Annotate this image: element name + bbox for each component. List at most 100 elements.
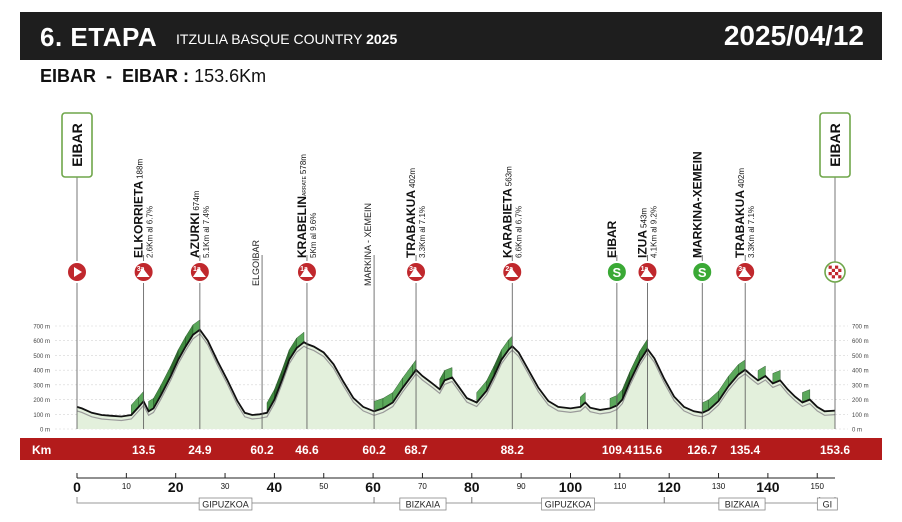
climb-detail: 6.6Km al 6.7% [514, 206, 523, 258]
climb-category: 1a [641, 266, 649, 273]
climb-detail: 5Km al 9.6% [309, 213, 318, 258]
km-axis-label: 20 [168, 479, 184, 495]
waypoint-markina-xemein: MARKINA-XEMEIN S 126.7 [687, 151, 717, 457]
sprint-icon: S [698, 265, 707, 280]
region-box [541, 497, 595, 511]
waypoint-eibar: EIBAR [61, 112, 93, 429]
place-altitude: 543m [639, 208, 648, 228]
km-axis-label: 90 [517, 482, 526, 491]
strip-km-label: 60.2 [362, 443, 386, 457]
altitude-tick-left: 300 m [33, 383, 50, 389]
route-end: EIBAR : [122, 66, 190, 86]
place-name: EIBAR [605, 220, 619, 258]
region-box [718, 497, 766, 511]
mountain-icon [192, 268, 206, 277]
profile-line [76, 328, 836, 418]
place-altitude: 188m [136, 159, 145, 179]
place-altitude: 402m [737, 168, 746, 188]
strip-km-label: 68.7 [404, 443, 428, 457]
km-axis-label: 60 [365, 479, 381, 495]
climb-detail: 5.1Km al 7.4% [202, 206, 211, 258]
km-axis-label: 0 [73, 479, 81, 495]
region-name: GIPUZKOA [545, 500, 592, 510]
route-line: EIBAR - EIBAR : 153.6Km [40, 66, 266, 87]
waypoint-izua: IZUA543m 4.1Km al 9.2% 1a 115.6 [633, 206, 663, 457]
mountain-icon [505, 268, 519, 277]
altitude-tick-left: 100 m [33, 413, 50, 419]
altitude-tick-right: 600 m [852, 339, 869, 345]
profile-shadow-line [76, 332, 836, 422]
waypoint-elgoibar: ELGOIBAR 60.2 [250, 239, 274, 457]
mountain-icon [640, 268, 654, 277]
place-altitude: 674m [192, 190, 201, 210]
km-axis-label: 110 [613, 482, 626, 491]
strip-km-label: 109.4 [602, 443, 632, 457]
place-name: EIBAR [69, 123, 85, 167]
place-name: IZUA543m [635, 208, 649, 258]
strip-km-label: 115.6 [633, 443, 663, 457]
altitude-tick-left: 500 m [33, 354, 50, 360]
region-name: BIZKAIA [725, 500, 760, 510]
checkered-flag-icon [831, 275, 835, 279]
checkered-flag-icon [828, 272, 832, 276]
region-name: BIZKAIA [406, 500, 441, 510]
climb-category: 3a [137, 266, 145, 273]
checkered-flag-icon [831, 268, 835, 272]
sprint-icon: S [613, 265, 622, 280]
climb-category: 2a [505, 266, 513, 273]
region-name: GI [823, 500, 833, 510]
race-year: 2025 [366, 31, 398, 47]
km-axis-label: 50 [319, 482, 328, 491]
checkered-flag-icon [828, 265, 832, 269]
region-box [816, 497, 838, 511]
place-altitude: 563m [504, 166, 513, 186]
sprint-marker [691, 261, 714, 283]
km-axis-label: 70 [418, 482, 427, 491]
route-separator: - [106, 66, 113, 86]
climb-detail: 3.3Km al 7.1% [418, 206, 427, 258]
km-axis-label: 30 [221, 482, 230, 491]
waypoint-markina-xemein: MARKINA - XEMEIN 60.2 [362, 203, 386, 457]
sprint-marker [605, 261, 628, 283]
km-strip-title: Km [32, 443, 51, 457]
place-name: AZURKI674m [188, 190, 202, 258]
altitude-tick-right: 200 m [852, 398, 869, 404]
mountain-icon [738, 268, 752, 277]
place-name: MARKINA-XEMEIN [690, 151, 704, 258]
mountain-icon [136, 268, 150, 277]
place-name: KRABELINARRATE578m [295, 154, 309, 258]
checkered-flag-icon [838, 275, 842, 279]
climb-detail: 4.1Km al 9.2% [649, 206, 658, 258]
mountain-icon [299, 268, 313, 277]
checkered-flag-icon [838, 268, 842, 272]
profile-area [77, 329, 835, 429]
play-icon [74, 267, 82, 277]
region-box [198, 497, 253, 511]
stage-date: 2025/04/12 [723, 20, 864, 51]
altitude-tick-right: 700 m [852, 325, 869, 331]
place-name: MARKINA - XEMEIN [363, 203, 373, 286]
km-axis-label: 130 [712, 482, 726, 491]
strip-km-label: 88.2 [501, 443, 525, 457]
place-box [819, 112, 851, 178]
waypoint-eibar: EIBAR 153.6 [819, 112, 851, 457]
altitude-tick-right: 500 m [852, 354, 869, 360]
place-altitude: 402m [408, 168, 417, 188]
km-axis-label: 80 [464, 479, 480, 495]
climb-detail: 2.6Km al 6.7% [146, 206, 155, 258]
region-box [399, 497, 447, 511]
place-name: TRABAKUA402m [404, 168, 418, 258]
altitude-tick-right: 400 m [852, 369, 869, 375]
climb-category: 3a [409, 266, 417, 273]
checkered-flag-icon [835, 265, 839, 269]
altitude-tick-left: 400 m [33, 369, 50, 375]
strip-km-label: 46.6 [295, 443, 319, 457]
km-axis-label: 40 [267, 479, 283, 495]
altitude-tick-left: 700 m [33, 325, 50, 331]
